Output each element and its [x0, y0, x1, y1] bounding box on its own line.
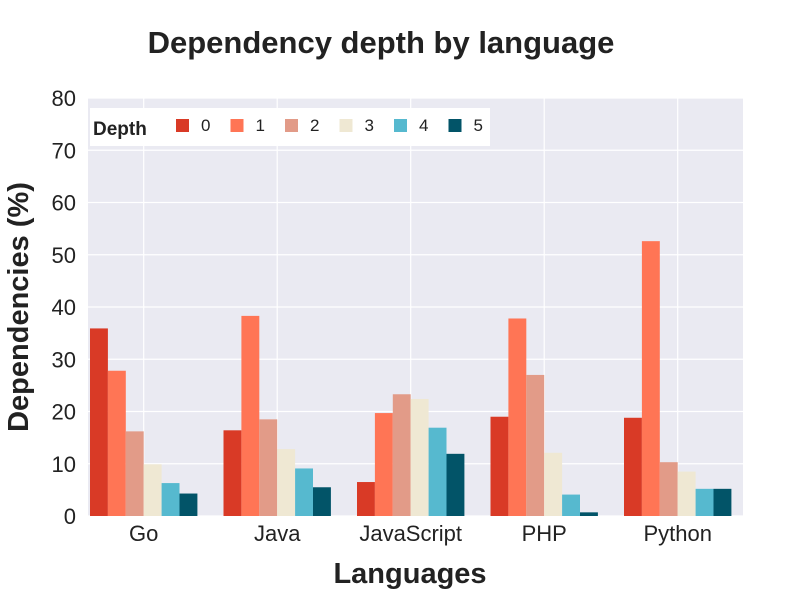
x-axis-label: Languages [333, 558, 486, 590]
y-tick-label: 50 [52, 243, 76, 268]
legend-swatch-depth-3 [339, 119, 353, 132]
y-tick-label: 20 [52, 400, 76, 425]
y-tick-label: 70 [52, 138, 76, 163]
bar-python-depth-0 [624, 417, 642, 516]
y-tick-label: 10 [52, 452, 76, 477]
y-tick-label: 60 [52, 191, 76, 216]
bar-go-depth-4 [161, 483, 180, 516]
y-tick-label: 30 [52, 347, 76, 372]
bar-java-depth-1 [241, 315, 260, 516]
legend-label-depth-4: 4 [419, 116, 428, 135]
bar-go-depth-1 [107, 370, 126, 516]
legend-swatch-depth-5 [448, 119, 462, 132]
legend-swatch-depth-0 [176, 119, 189, 132]
x-tick-label: JavaScript [359, 521, 462, 546]
bar-javascript-depth-2 [392, 394, 411, 516]
bar-java-depth-3 [277, 449, 296, 516]
bar-php-depth-1 [508, 318, 527, 516]
chart-title: Dependency depth by language [148, 25, 615, 60]
legend-swatch-depth-2 [285, 119, 298, 132]
legend-swatch-depth-1 [230, 119, 244, 132]
bar-php-depth-4 [562, 494, 580, 516]
bar-javascript-depth-5 [446, 453, 465, 516]
bar-javascript-depth-3 [410, 398, 429, 516]
y-tick-label: 80 [52, 86, 76, 111]
bar-java-depth-5 [313, 487, 331, 516]
bar-python-depth-2 [659, 462, 678, 516]
bar-php-depth-2 [526, 374, 545, 516]
legend-swatch-depth-4 [394, 119, 407, 132]
legend-label-depth-3: 3 [365, 116, 374, 135]
bar-python-depth-4 [695, 488, 714, 516]
legend-label-depth-2: 2 [310, 116, 319, 135]
bar-javascript-depth-1 [374, 413, 393, 516]
y-axis-ticks: 0 10 20 30 40 50 60 70 80 [52, 86, 76, 529]
legend: Depth 0 1 2 3 4 5 [90, 108, 490, 146]
bar-javascript-depth-0 [357, 482, 375, 516]
y-tick-label: 0 [64, 504, 76, 529]
bar-go-depth-3 [143, 464, 162, 516]
x-tick-label: Java [254, 521, 301, 546]
bar-java-depth-4 [295, 468, 313, 516]
legend-title: Depth [93, 119, 147, 140]
bar-php-depth-0 [490, 416, 509, 516]
y-tick-label: 40 [52, 295, 76, 320]
x-tick-label: Python [643, 521, 712, 546]
bar-go-depth-5 [179, 493, 198, 516]
bar-javascript-depth-4 [428, 427, 447, 516]
bar-php-depth-5 [580, 512, 598, 516]
bar-go-depth-2 [125, 431, 144, 516]
bar-php-depth-3 [544, 452, 563, 516]
bar-python-depth-3 [677, 471, 696, 516]
bars [90, 241, 732, 517]
bar-java-depth-2 [259, 419, 278, 516]
bar-go-depth-0 [90, 328, 108, 516]
bar-python-depth-5 [713, 488, 732, 516]
legend-label-depth-5: 5 [474, 116, 483, 135]
legend-label-depth-0: 0 [201, 116, 210, 135]
bar-java-depth-0 [223, 430, 242, 516]
x-tick-label: Go [129, 521, 158, 546]
x-tick-label: PHP [522, 521, 567, 546]
x-axis-ticks: Go Java JavaScript PHP Python [129, 521, 712, 546]
y-axis-label: Dependencies (%) [3, 182, 35, 432]
legend-label-depth-1: 1 [256, 116, 265, 135]
legend-items: 0 1 2 3 4 5 [176, 116, 483, 135]
bar-python-depth-1 [641, 241, 660, 517]
